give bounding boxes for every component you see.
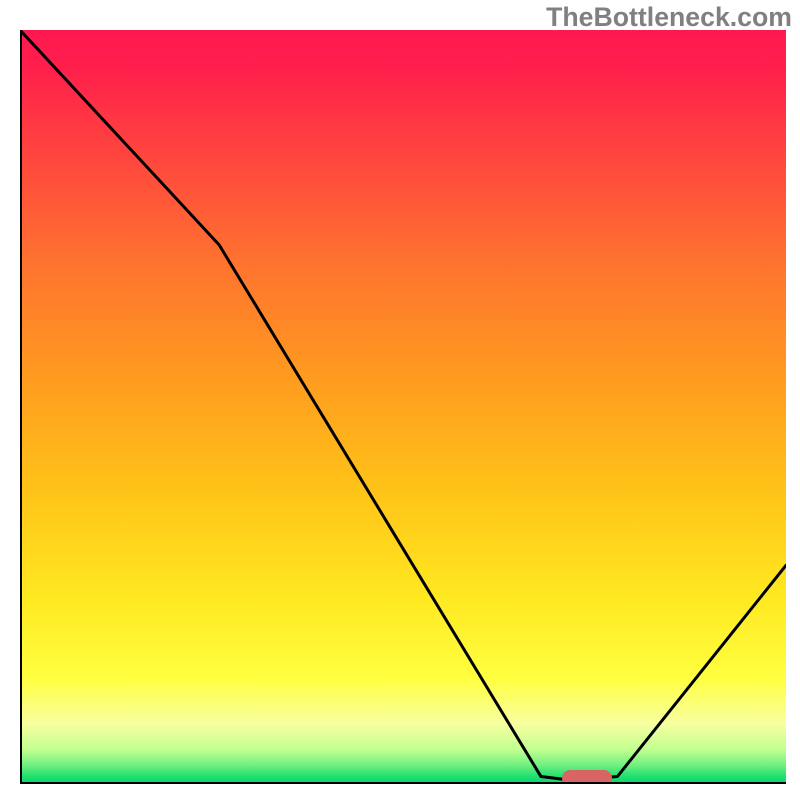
- watermark-text: TheBottleneck.com: [546, 2, 792, 33]
- gradient-background: [20, 30, 786, 784]
- axis-x-line: [20, 782, 786, 784]
- plot-area: [20, 30, 786, 784]
- axis-left-border: [20, 30, 22, 784]
- chart-container: TheBottleneck.com: [0, 0, 800, 800]
